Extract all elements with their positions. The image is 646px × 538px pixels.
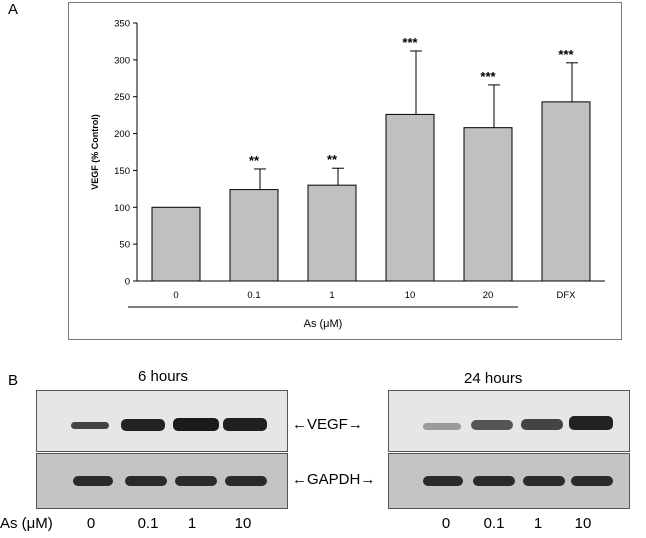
significance-0.1: ** <box>249 153 260 168</box>
significance-1: ** <box>327 152 338 167</box>
x-tick-label-0: 0 <box>173 290 178 301</box>
y-tick-label-250: 250 <box>114 92 130 103</box>
band-24h-gapdh-0 <box>423 476 463 486</box>
as-row-label: As (μM) <box>0 515 53 532</box>
band-6h-gapdh-0 <box>73 476 113 486</box>
x-tick-label-10: 10 <box>405 290 416 301</box>
gel-24h-gapdh <box>388 453 630 509</box>
significance-10: *** <box>402 35 418 50</box>
lane-24h-0: 0 <box>441 515 451 532</box>
significance-DFX: *** <box>558 47 574 62</box>
lane-24h-10: 10 <box>574 515 592 532</box>
gapdh-arrow-label: ←GAPDH→ <box>292 471 376 488</box>
y-tick-label-350: 350 <box>114 19 130 30</box>
x-tick-label-1: 1 <box>329 290 334 301</box>
band-6h-vegf-0 <box>71 422 109 429</box>
vegf-bar-chart: 0 50 100 150 200 250 300 350 VEGF (% Control) 0 **… <box>90 19 605 330</box>
x-tick-label-20: 20 <box>483 290 494 301</box>
gel-24h-title: 24 hours <box>464 370 523 387</box>
lane-6h-1: 1 <box>187 515 197 532</box>
y-tick-label-300: 300 <box>114 55 130 66</box>
bar-1 <box>307 184 357 282</box>
y-axis-label: VEGF (% Control) <box>90 114 100 190</box>
x-axis-label: As (μM) <box>304 318 343 330</box>
y-tick-label-50: 50 <box>119 240 130 251</box>
band-24h-vegf-1 <box>521 419 563 430</box>
band-24h-vegf-10 <box>569 416 613 430</box>
lane-24h-1: 1 <box>533 515 543 532</box>
panel-a-letter: A <box>8 1 19 18</box>
gel-6h-gapdh <box>36 453 288 509</box>
y-tick-label-150: 150 <box>114 166 130 177</box>
y-tick-label-0: 0 <box>125 277 130 288</box>
band-24h-gapdh-0.1 <box>473 476 515 486</box>
significance-20: *** <box>480 69 496 84</box>
lane-24h-0.1: 0.1 <box>483 515 505 532</box>
band-24h-vegf-0.1 <box>471 420 513 430</box>
vegf-label: VEGF <box>307 416 348 433</box>
gapdh-label: GAPDH <box>307 471 361 488</box>
gel-24h-vegf <box>388 390 630 452</box>
bar-20 <box>463 127 513 282</box>
x-tick-label-DFX: DFX <box>557 290 577 301</box>
band-24h-gapdh-10 <box>571 476 613 486</box>
y-tick-label-100: 100 <box>114 203 130 214</box>
lane-6h-10: 10 <box>234 515 252 532</box>
band-6h-gapdh-10 <box>225 476 267 486</box>
lane-6h-0: 0 <box>86 515 96 532</box>
band-6h-gapdh-1 <box>175 476 217 486</box>
bar-10 <box>385 113 435 282</box>
band-6h-vegf-10 <box>223 418 267 431</box>
gel-6h-vegf <box>36 390 288 452</box>
band-6h-vegf-0.1 <box>121 419 165 431</box>
band-24h-vegf-0 <box>423 423 461 430</box>
lane-6h-0.1: 0.1 <box>137 515 159 532</box>
band-6h-vegf-1 <box>173 418 219 431</box>
bar-0 <box>151 206 201 282</box>
bar-DFX <box>541 101 591 282</box>
bar-0.1 <box>229 189 279 282</box>
band-24h-gapdh-1 <box>523 476 565 486</box>
gel-6h-title: 6 hours <box>138 368 189 385</box>
vegf-arrow-label: ←VEGF→ <box>292 416 363 433</box>
chart-frame: 0 50 100 150 200 250 300 350 VEGF (% Control) 0 **… <box>68 2 622 340</box>
panel-b-letter: B <box>8 372 19 389</box>
x-tick-label-0.1: 0.1 <box>247 290 260 301</box>
band-6h-gapdh-0.1 <box>125 476 167 486</box>
y-tick-label-200: 200 <box>114 129 130 140</box>
